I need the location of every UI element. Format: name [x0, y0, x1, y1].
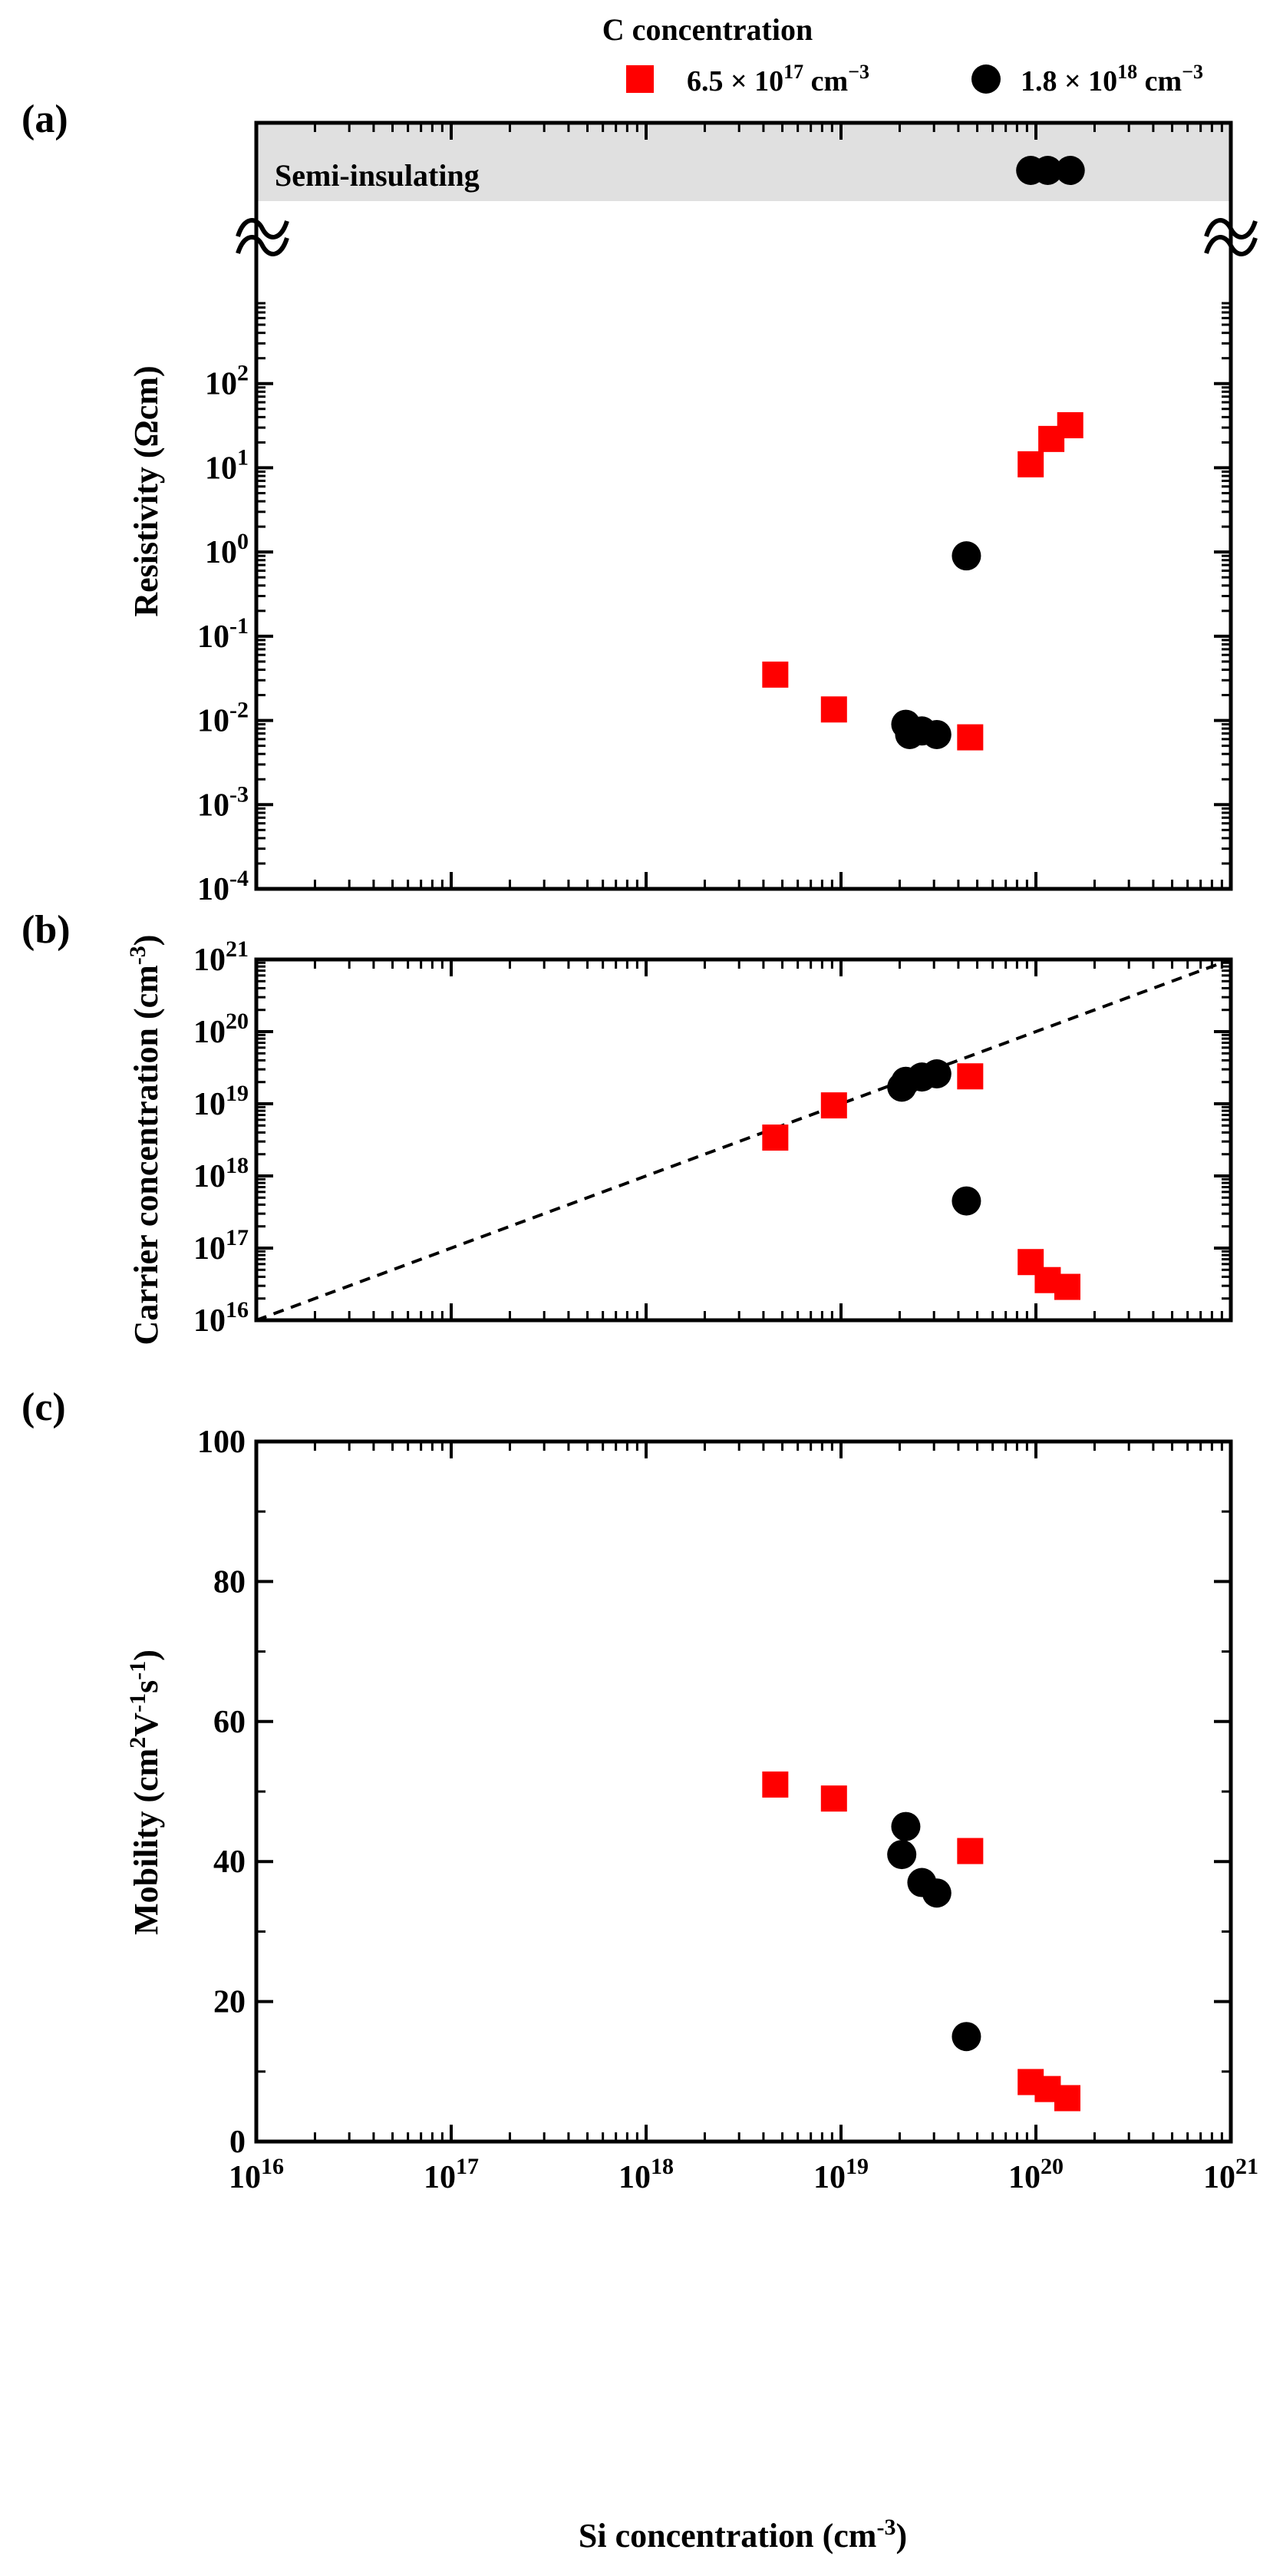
- y-tick-label: 100: [197, 1425, 246, 1460]
- y-tick-label: 80: [213, 1564, 246, 1600]
- y-tick-label: 1020: [193, 1009, 249, 1050]
- panel-label-b: (b): [21, 908, 71, 952]
- panel-c: 0 20 40 60 80 100 Mobility (cm2V-1s-1): [125, 1425, 1233, 2160]
- y-tick-label: 1017: [193, 1225, 249, 1267]
- y-tick-label: 102: [205, 361, 249, 402]
- panel-label-c: (c): [21, 1385, 66, 1429]
- x-tick-label: 1017: [424, 2154, 479, 2195]
- y-tick-label: 10-1: [197, 613, 249, 655]
- data-point-square: [1054, 1273, 1080, 1300]
- data-point-square: [1057, 412, 1083, 439]
- data-point-circle: [952, 1186, 981, 1216]
- legend-entry-0: 6.5 × 1017 cm−3: [687, 61, 869, 97]
- axis-break-mark-right: [1204, 218, 1258, 256]
- axes-frame-b: [254, 957, 1233, 1323]
- data-point-square: [957, 724, 984, 751]
- x-tick-label: 1016: [229, 2154, 284, 2195]
- panel-a: Semi-insulating 10-410-310-210-110010110…: [127, 121, 1258, 907]
- panel-b: 1016 1017 1018 1019 1020 1021 Carrier concent…: [125, 935, 1233, 1346]
- y-tick-label: 20: [213, 1985, 246, 2020]
- data-point-square: [762, 661, 789, 688]
- plot-area-c: [254, 1439, 1233, 2144]
- legend-title: C concentration: [602, 12, 813, 47]
- data-point-square: [1017, 451, 1044, 477]
- y-axis-title-a: Resistivity (Ωcm): [127, 365, 165, 616]
- data-point-circle: [891, 1811, 921, 1841]
- data-point-circle: [922, 719, 952, 749]
- y-axis-labels-c: 0 20 40 60 80 100: [197, 1425, 246, 2160]
- data-point-square: [820, 696, 847, 723]
- y-tick-label: 10-3: [197, 781, 249, 823]
- data-point-square: [957, 1838, 984, 1864]
- y-tick-label: 100: [205, 529, 249, 570]
- y-axis-labels-b: 1016 1017 1018 1019 1020 1021: [193, 936, 249, 1339]
- x-tick-label: 1018: [618, 2154, 674, 2195]
- y-tick-label: 1021: [193, 936, 249, 978]
- data-point-square: [957, 1063, 984, 1090]
- panel-label-a: (a): [21, 97, 68, 141]
- y-tick-label: 10-2: [197, 698, 249, 739]
- x-axis-labels: 1016 1017 1018 1019 1020 1021: [229, 2154, 1258, 2195]
- y-tick-label: 101: [205, 444, 249, 486]
- axes-frame-a: [254, 121, 1233, 891]
- y-tick-label: 60: [213, 1705, 246, 1740]
- legend-marker-circle: [971, 64, 1001, 94]
- data-point-square: [762, 1125, 789, 1151]
- y-tick-label: 10-4: [197, 866, 249, 907]
- y-tick-label: 0: [229, 2125, 246, 2160]
- axes-frame-c: [254, 1439, 1233, 2144]
- data-point-square: [762, 1771, 789, 1798]
- reference-line: [256, 958, 1232, 1322]
- data-point-square: [1054, 2085, 1080, 2112]
- x-axis-title: Si concentration (cm-3): [579, 2515, 907, 2555]
- plot-area-b: [254, 957, 1233, 1323]
- data-point-circle: [887, 1840, 917, 1870]
- x-tick-label: 1020: [1008, 2154, 1064, 2195]
- x-tick-label: 1021: [1203, 2154, 1258, 2195]
- y-tick-label: 40: [213, 1844, 246, 1880]
- y-tick-label: 1018: [193, 1153, 249, 1194]
- legend-marker-square: [626, 65, 654, 93]
- y-tick-label: 1019: [193, 1081, 249, 1122]
- legend: C concentration 6.5 × 1017 cm−3 1.8 × 10…: [602, 12, 1203, 97]
- data-point-square: [820, 1785, 847, 1812]
- legend-entry-1: 1.8 × 1018 cm−3: [1021, 61, 1203, 97]
- data-point-circle: [952, 2022, 981, 2052]
- y-axis-title-c: Mobility (cm2V-1s-1): [125, 1650, 165, 1935]
- data-point-circle: [922, 1878, 952, 1908]
- data-point-circle: [922, 1058, 952, 1088]
- plot-area-a: [254, 121, 1233, 891]
- x-tick-label: 1019: [813, 2154, 869, 2195]
- data-point-square: [820, 1092, 847, 1119]
- semi-insulating-label: Semi-insulating: [275, 158, 480, 193]
- data-point-semi-insulating: [1055, 156, 1085, 185]
- data-point-semi-insulating: [1033, 156, 1063, 185]
- data-point-circle: [952, 541, 981, 571]
- y-axis-title-b: Carrier concentration (cm-3): [125, 935, 165, 1346]
- y-tick-label: 1016: [193, 1297, 249, 1339]
- y-axis-labels-a: 10-4 10-3 10-2 10-1 100 101 102: [197, 361, 249, 907]
- axis-break-mark-left: [236, 218, 289, 256]
